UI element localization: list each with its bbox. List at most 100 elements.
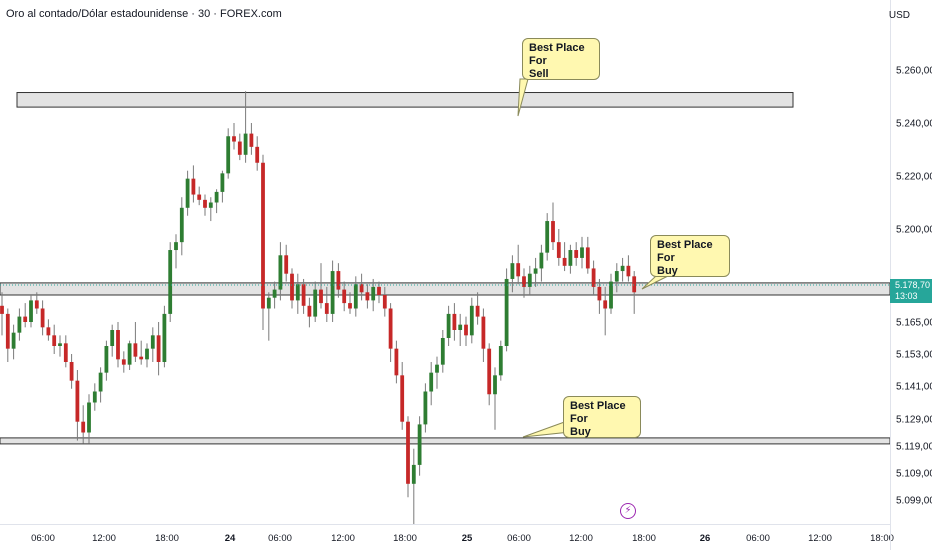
candle-body [168, 250, 173, 314]
time-axis-separator [0, 524, 890, 525]
candle-body [319, 289, 323, 304]
candle [237, 133, 242, 161]
candle [121, 351, 126, 373]
candle-body [133, 343, 138, 357]
candle [29, 294, 33, 328]
candle [34, 292, 39, 314]
candle [46, 319, 51, 341]
price-axis-ticks: 5.260,00 5.240,00 5.220,00 5.200,00 5.165,00… [896, 66, 932, 507]
price-tick-label: 5.200,00 [896, 225, 932, 236]
candle [145, 343, 149, 368]
buy-callout-bottom[interactable]: Best Place For Buy [563, 396, 641, 438]
time-tick-label: 06:00 [507, 533, 531, 544]
candle [330, 260, 335, 322]
candle-body [377, 286, 381, 295]
symbol-title[interactable]: Oro al contado/Dólar estadounidense · 30… [6, 8, 282, 20]
candle-body [179, 207, 184, 243]
candle-body [52, 335, 57, 346]
candle [469, 297, 474, 344]
candle [220, 170, 225, 203]
buy-callout-right[interactable]: Best Place For Buy [650, 235, 730, 277]
candle-body [295, 284, 300, 301]
time-tick-label: 06:00 [746, 533, 770, 544]
candle-body [261, 162, 265, 309]
price-tick-label: 5.109,00 [896, 469, 932, 480]
candle-body [522, 276, 526, 287]
candle-body [255, 146, 260, 163]
candle-body [429, 372, 434, 392]
support-resistance-zones [0, 92, 891, 445]
candle-body [0, 305, 4, 314]
candle [382, 286, 387, 317]
candle [110, 324, 115, 357]
candle-body [116, 330, 120, 360]
candle-body [423, 391, 428, 425]
candle [609, 273, 613, 314]
candle [261, 154, 265, 330]
candle-body [568, 250, 573, 266]
candle-body [272, 289, 277, 298]
candle [446, 305, 451, 346]
candle-body [394, 348, 399, 376]
candle [58, 335, 62, 357]
candle-body [58, 343, 62, 346]
price-tick-label: 5.165,00 [896, 318, 932, 329]
candle-body [475, 305, 480, 317]
candle [539, 244, 544, 282]
time-tick-label: 18:00 [632, 533, 656, 544]
candle-body [139, 356, 144, 360]
candle [597, 278, 602, 314]
sell-zone[interactable] [16, 92, 794, 108]
lightning-icon[interactable]: ⚡ [620, 503, 636, 519]
candle [591, 260, 596, 295]
time-tick-label: 06:00 [31, 533, 55, 544]
candle-body [417, 424, 422, 465]
candle [493, 367, 497, 430]
candle-body [214, 191, 219, 203]
candle-body [63, 343, 68, 362]
candle [116, 322, 120, 368]
candle [464, 316, 468, 346]
candle-body [237, 141, 242, 155]
candle [632, 271, 637, 314]
candle-body [278, 255, 283, 290]
candle [545, 213, 550, 261]
candle-body [388, 308, 393, 349]
candle [417, 416, 422, 476]
candle-body [580, 247, 584, 258]
candle [452, 303, 457, 341]
buy-callout-bottom-line-2: Buy [570, 426, 591, 438]
candle [556, 229, 561, 266]
candle [435, 356, 439, 389]
currency-label[interactable]: USD [888, 10, 910, 21]
candle-body [359, 284, 364, 293]
time-tick-label: 06:00 [268, 533, 292, 544]
price-axis-separator [890, 0, 891, 550]
candle [307, 297, 312, 328]
time-axis-ticks: 06:00 12:00 18:00 24 06:00 12:00 18:00 25 06:00 1… [31, 533, 894, 544]
candle-body [185, 178, 190, 208]
candle-body [458, 324, 463, 330]
candle [23, 303, 28, 328]
candle-body [220, 173, 225, 192]
candle-body [249, 133, 254, 147]
candle-body [556, 242, 561, 258]
candle [394, 340, 399, 384]
candle [243, 91, 248, 163]
candle-body [330, 271, 335, 314]
sell-callout[interactable]: Best Place For Sell [522, 38, 600, 80]
candle [562, 242, 567, 272]
time-tick-label: 18:00 [870, 533, 894, 544]
candle-body [597, 286, 602, 301]
candle-body [69, 362, 74, 381]
candle-body [162, 313, 167, 362]
candle-body [591, 268, 596, 287]
buy-zone[interactable] [0, 437, 891, 445]
candle [319, 263, 323, 309]
candle-body [203, 199, 207, 208]
price-tick-label: 5.141,00 [896, 382, 932, 393]
candle-body [469, 305, 474, 336]
candle-body [527, 273, 532, 287]
candle [278, 242, 283, 301]
